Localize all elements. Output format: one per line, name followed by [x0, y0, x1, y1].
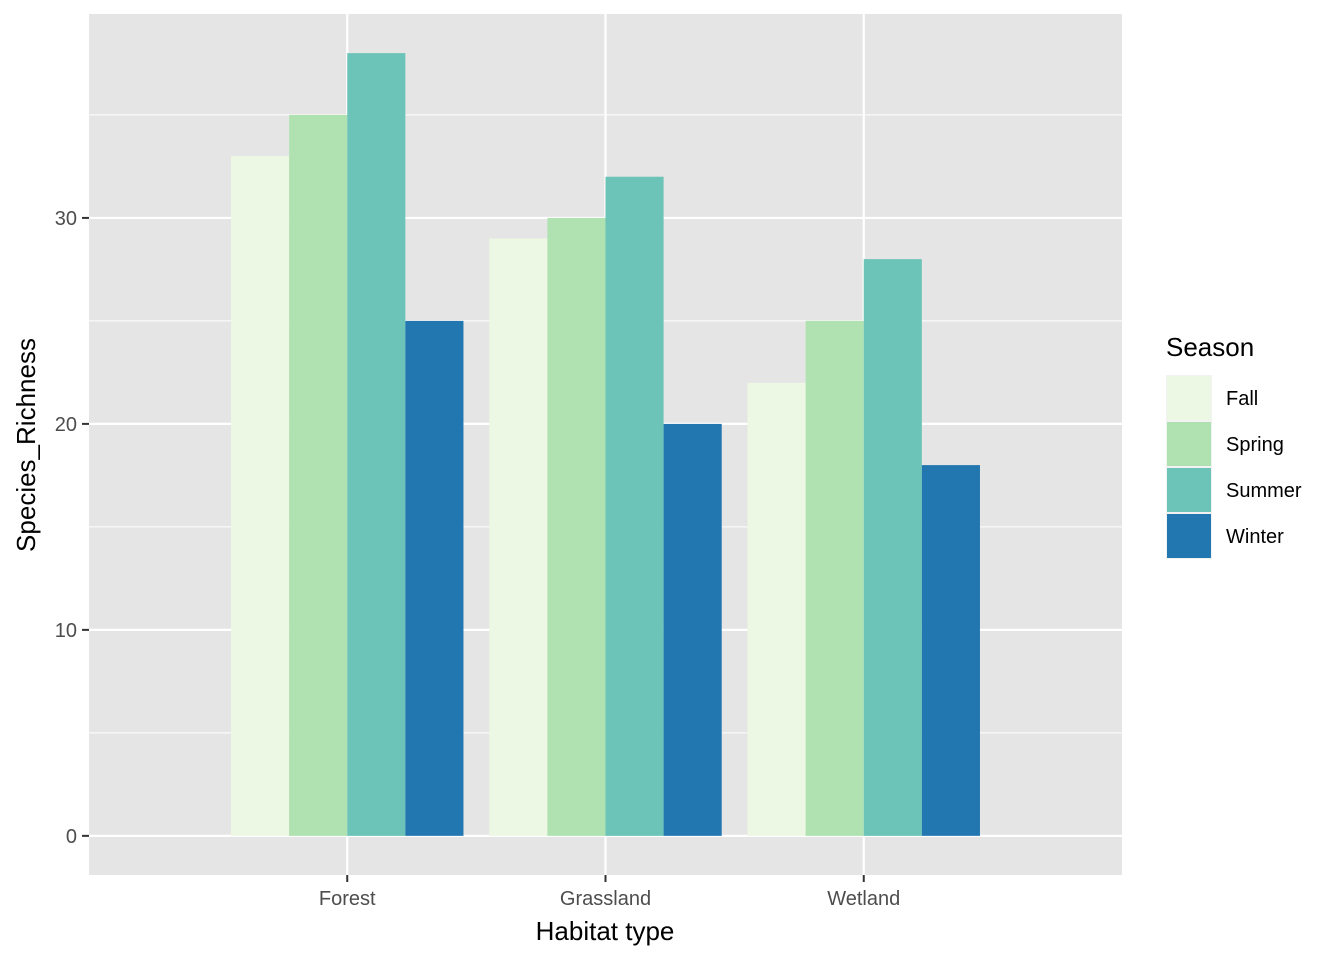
- bar-summer-wetland: [863, 259, 922, 836]
- y-axis-title: Species_Richness: [11, 338, 41, 552]
- legend-label: Fall: [1226, 388, 1258, 410]
- y-tick-label: 0: [66, 826, 77, 848]
- bar-spring-wetland: [805, 320, 864, 836]
- x-tick-label: Wetland: [827, 888, 900, 910]
- y-tick-label: 20: [55, 414, 77, 436]
- bar-summer-grassland: [605, 176, 664, 836]
- legend-label: Spring: [1226, 434, 1284, 456]
- legend-swatch-summer: [1167, 468, 1211, 512]
- legend-title: Season: [1166, 332, 1254, 362]
- y-tick-label: 30: [55, 208, 77, 230]
- legend-swatch-winter: [1167, 514, 1211, 558]
- legend: Season Fall Spring Summer Winter: [1166, 332, 1302, 559]
- bar-winter-grassland: [663, 423, 722, 836]
- legend-label: Winter: [1226, 526, 1284, 548]
- bar-winter-forest: [405, 320, 464, 836]
- bar-fall-grassland: [489, 238, 548, 836]
- bar-fall-wetland: [747, 382, 806, 836]
- x-tick-label: Grassland: [560, 888, 651, 910]
- x-axis: Forest Grassland Wetland: [319, 875, 900, 910]
- legend-items: Fall Spring Summer Winter: [1166, 375, 1302, 559]
- x-axis-title: Habitat type: [536, 916, 675, 946]
- bar-winter-wetland: [921, 465, 980, 836]
- legend-label: Summer: [1226, 480, 1302, 502]
- bar-spring-forest: [289, 114, 348, 836]
- x-tick-label: Forest: [319, 888, 376, 910]
- bar-fall-forest: [231, 156, 290, 836]
- bars-group: [231, 53, 980, 836]
- y-axis: 0 10 20 30: [55, 208, 89, 848]
- bar-spring-grassland: [547, 217, 606, 836]
- bar-summer-forest: [347, 53, 406, 836]
- legend-swatch-spring: [1167, 422, 1211, 466]
- legend-swatch-fall: [1167, 376, 1211, 420]
- y-tick-label: 10: [55, 620, 77, 642]
